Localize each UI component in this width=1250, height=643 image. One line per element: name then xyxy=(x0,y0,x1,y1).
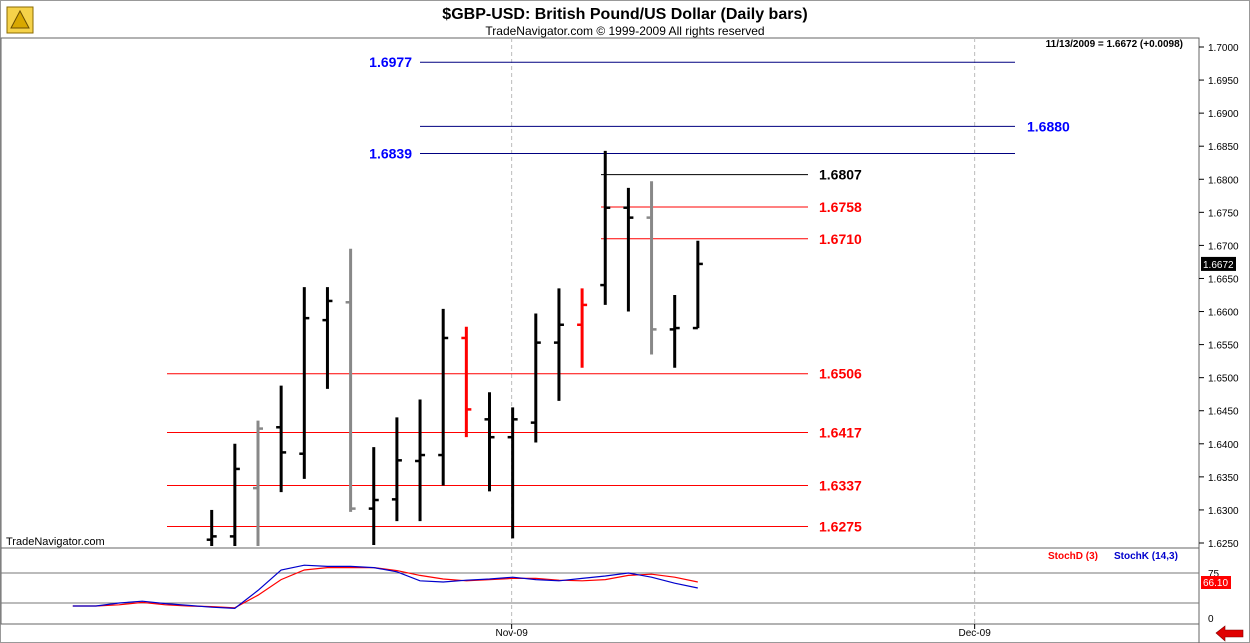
y-tick-label: 1.6900 xyxy=(1208,109,1239,120)
ohlc-bar xyxy=(623,187,634,312)
y-tick-label: 1.7000 xyxy=(1208,43,1239,54)
stoch-k-line xyxy=(72,564,698,610)
level-label: 1.6880 xyxy=(1027,118,1070,134)
ohlc-bar xyxy=(646,181,657,355)
stochastic-indicator: 75 0 xyxy=(1,564,1220,625)
date-axis: Nov-09 Dec-09 xyxy=(496,624,992,639)
ohlc-bar xyxy=(368,447,379,545)
price-levels: 1.6977 1.6880 1.6839 1.6807 1.6758 1.6710 1.65… xyxy=(167,54,1070,534)
stoch-k-legend: StochK (14,3) xyxy=(1114,551,1178,562)
y-tick-label: 1.6350 xyxy=(1208,473,1239,484)
tradenavigator-logo-icon xyxy=(6,6,34,34)
chart-title: $GBP-USD: British Pound/US Dollar (Daily… xyxy=(442,6,807,23)
last-price-value: 1.6672 xyxy=(1203,260,1234,271)
level-label: 1.6275 xyxy=(819,518,862,534)
ohlc-bars xyxy=(206,150,703,546)
last-quote-readout: 11/13/2009 = 1.6672 (+0.0098) xyxy=(1046,39,1183,50)
ohlc-bar xyxy=(461,326,472,438)
ohlc-bar xyxy=(253,420,263,546)
y-tick-label: 1.6500 xyxy=(1208,374,1239,385)
level-label: 1.6506 xyxy=(819,366,862,382)
y-tick-label: 1.6600 xyxy=(1208,308,1239,319)
ohlc-bar xyxy=(692,240,703,330)
level-label: 1.6758 xyxy=(819,199,862,215)
y-tick-label: 1.6550 xyxy=(1208,341,1239,352)
level-label: 1.6807 xyxy=(819,167,862,183)
scroll-left-arrow-icon[interactable] xyxy=(1215,625,1245,642)
ohlc-bar xyxy=(669,295,680,368)
ohlc-bar xyxy=(229,443,240,546)
ohlc-bar xyxy=(530,313,541,443)
level-label: 1.6839 xyxy=(369,145,412,161)
ohlc-bar xyxy=(484,392,495,492)
chart-subtitle: TradeNavigator.com © 1999-2009 All right… xyxy=(485,24,764,38)
ohlc-bar xyxy=(322,287,333,389)
ohlc-bar xyxy=(600,150,611,305)
ohlc-bar xyxy=(438,308,449,486)
stoch-tick-label: 0 xyxy=(1208,614,1214,625)
level-label: 1.6417 xyxy=(819,425,862,441)
y-tick-label: 1.6300 xyxy=(1208,506,1239,517)
y-tick-label: 1.6750 xyxy=(1208,208,1239,219)
level-label: 1.6710 xyxy=(819,231,862,247)
y-tick-label: 1.6950 xyxy=(1208,76,1239,87)
ohlc-bar xyxy=(553,288,564,401)
ohlc-bar xyxy=(345,248,356,512)
y-tick-label: 1.6800 xyxy=(1208,175,1239,186)
y-tick-label: 1.6450 xyxy=(1208,407,1239,418)
stoch-last-value: 66.10 xyxy=(1203,578,1228,589)
y-tick-label: 1.6700 xyxy=(1208,241,1239,252)
level-label: 1.6977 xyxy=(369,54,412,70)
ohlc-bar xyxy=(206,509,217,546)
ohlc-bar xyxy=(415,399,426,522)
ohlc-bar xyxy=(577,288,588,368)
price-axis: 1.7000 1.6950 1.6900 1.6850 1.6800 1.6750 1.67… xyxy=(1199,43,1239,550)
stoch-last-value-tag: 66.10 xyxy=(1201,576,1231,589)
ohlc-bar xyxy=(299,287,310,479)
stoch-d-legend: StochD (3) xyxy=(1048,551,1098,562)
y-tick-label: 1.6650 xyxy=(1208,274,1239,285)
ohlc-bar xyxy=(276,385,287,493)
y-tick-label: 1.6250 xyxy=(1208,539,1239,550)
stoch-tick-label: 75 xyxy=(1208,569,1220,580)
ohlc-bar xyxy=(507,407,518,539)
watermark: TradeNavigator.com xyxy=(6,536,105,548)
last-price-tag: 1.6672 xyxy=(1201,256,1236,271)
level-label: 1.6337 xyxy=(819,477,862,493)
x-tick-label: Nov-09 xyxy=(496,628,529,639)
y-tick-label: 1.6400 xyxy=(1208,440,1239,451)
y-tick-label: 1.6850 xyxy=(1208,142,1239,153)
x-tick-label: Dec-09 xyxy=(959,628,992,639)
ohlc-bar xyxy=(391,417,402,522)
